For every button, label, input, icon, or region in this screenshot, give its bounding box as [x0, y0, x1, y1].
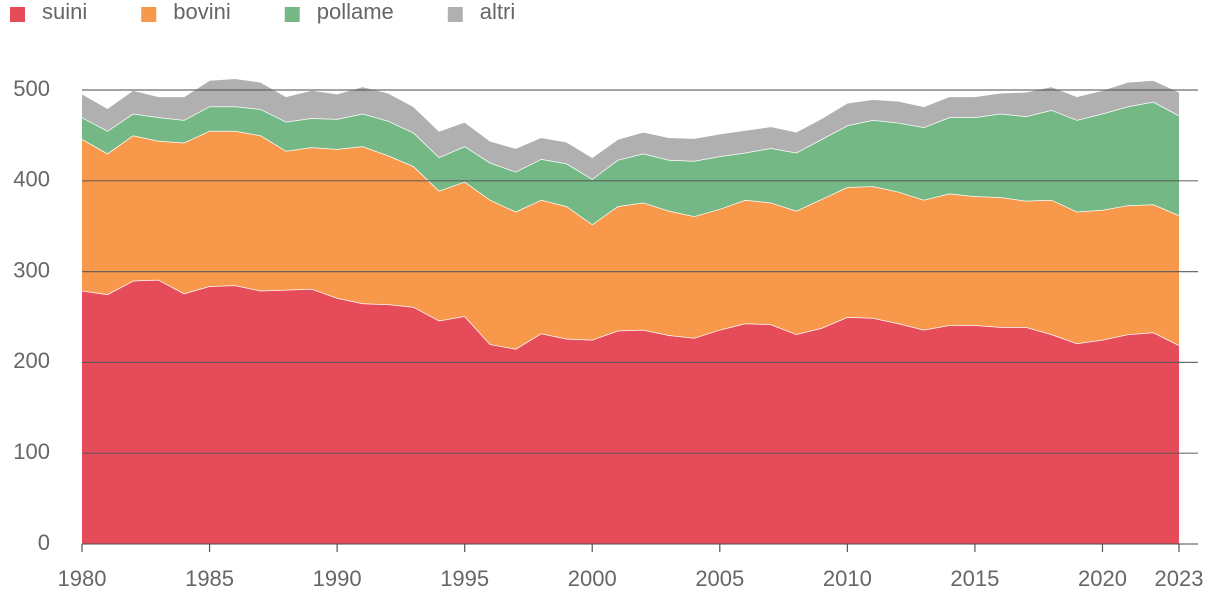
y-tick-label: 300 — [13, 257, 50, 282]
x-tick-label: 2005 — [695, 566, 744, 591]
y-tick-label: 400 — [13, 167, 50, 192]
legend-label: pollame — [317, 0, 394, 24]
x-tick-label: 1985 — [185, 566, 234, 591]
area — [82, 279, 1179, 544]
legend-swatch — [284, 7, 300, 22]
legend-swatch — [10, 7, 25, 22]
y-tick-label: 500 — [13, 76, 50, 101]
legend-label: altri — [480, 0, 515, 24]
y-tick-label: 200 — [13, 348, 50, 373]
area — [82, 101, 1179, 225]
y-tick-label: 100 — [13, 439, 50, 464]
legend-label: suini — [42, 0, 87, 24]
x-tick-label: 2010 — [823, 566, 872, 591]
x-tick-label: 2023 — [1155, 566, 1204, 591]
legend-label: bovini — [173, 0, 230, 24]
area — [82, 78, 1179, 179]
x-tick-label: 2015 — [950, 566, 999, 591]
x-tick-label: 1990 — [313, 566, 362, 591]
y-tick-label: 0 — [38, 530, 50, 555]
legend-swatch — [141, 7, 157, 22]
x-tick-label: 1980 — [58, 566, 107, 591]
area — [82, 130, 1179, 349]
legend-swatch — [447, 7, 463, 22]
x-tick-label: 1995 — [440, 566, 489, 591]
area-edge — [81, 77, 1180, 159]
x-tick-label: 2000 — [568, 566, 617, 591]
x-tick-label: 2020 — [1078, 566, 1127, 591]
